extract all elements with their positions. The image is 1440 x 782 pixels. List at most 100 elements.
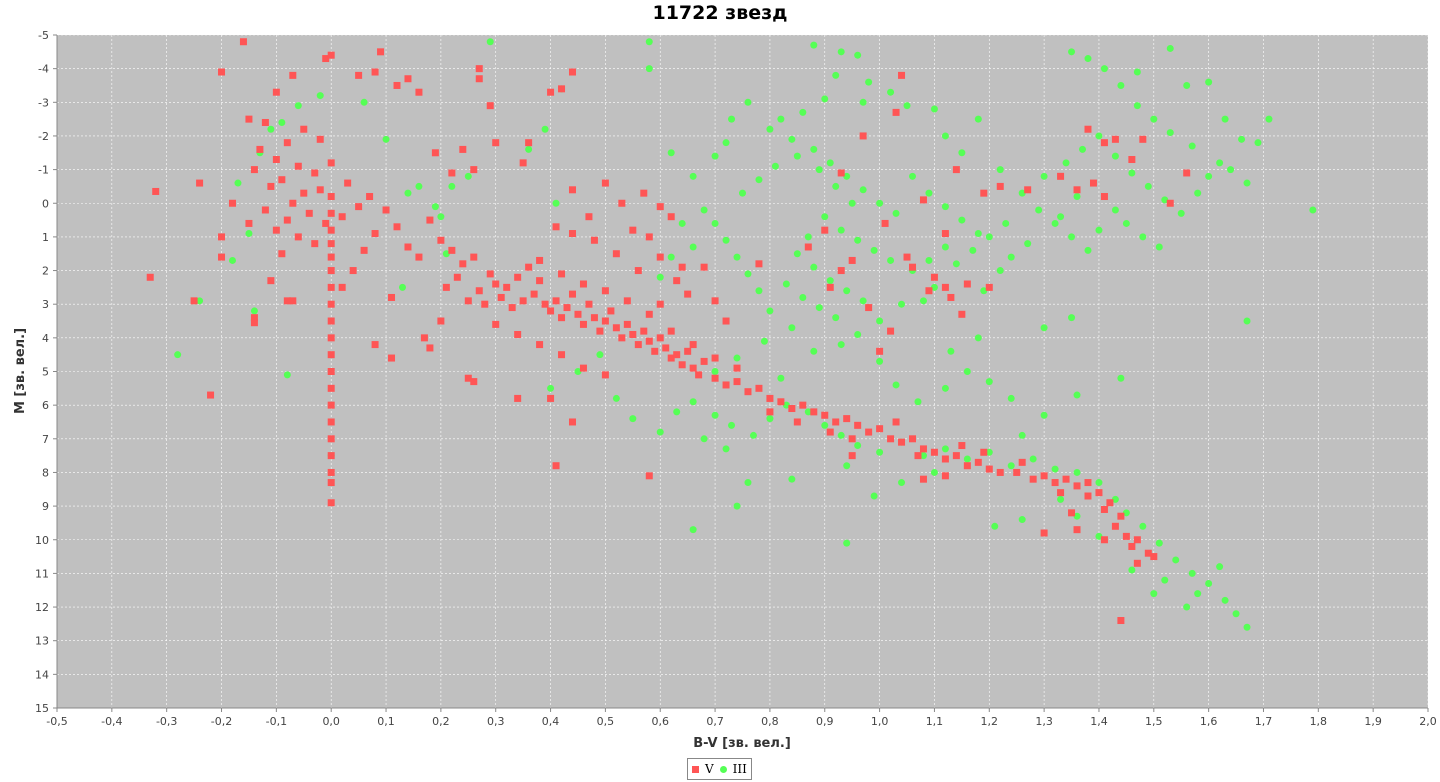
x-tick-label: 1,5 <box>1145 715 1163 728</box>
x-tick-label: 0,1 <box>377 715 395 728</box>
data-point-iii <box>843 462 851 470</box>
data-point-iii <box>749 431 757 439</box>
x-tick-label: 1,6 <box>1200 715 1218 728</box>
data-point-v <box>327 499 335 507</box>
data-point-v <box>985 465 993 473</box>
data-point-v <box>1144 549 1152 557</box>
x-tick-label: 1,3 <box>1035 715 1053 728</box>
x-tick-label: 2,0 <box>1419 715 1437 728</box>
x-tick-label: 1,7 <box>1255 715 1273 728</box>
data-point-iii <box>1024 240 1032 248</box>
data-point-iii <box>667 253 675 261</box>
data-point-iii <box>1073 512 1081 520</box>
data-point-v <box>272 88 280 96</box>
data-point-iii <box>996 267 1004 275</box>
data-point-v <box>1150 553 1158 561</box>
data-point-v <box>673 351 681 359</box>
data-point-v <box>925 287 933 295</box>
legend: V III <box>687 758 752 780</box>
data-point-v <box>848 452 856 460</box>
data-point-v <box>766 394 774 402</box>
data-point-iii <box>892 209 900 217</box>
data-point-v <box>377 48 385 56</box>
data-point-v <box>1117 512 1125 520</box>
y-tick-label: 0 <box>42 197 49 210</box>
data-point-v <box>618 334 626 342</box>
data-point-v <box>1084 125 1092 133</box>
data-point-v <box>568 290 576 298</box>
data-point-v <box>448 169 456 177</box>
data-point-v <box>536 277 544 285</box>
data-point-iii <box>1068 233 1076 241</box>
data-point-v <box>552 297 560 305</box>
data-point-v <box>585 213 593 221</box>
data-point-v <box>250 319 258 327</box>
y-tick-label: -1 <box>38 164 49 177</box>
data-point-v <box>909 435 917 443</box>
data-point-iii <box>1183 81 1191 89</box>
data-point-iii <box>1216 563 1224 571</box>
data-point-v <box>464 297 472 305</box>
data-point-v <box>558 351 566 359</box>
data-point-iii <box>892 381 900 389</box>
data-point-v <box>843 415 851 423</box>
data-point-iii <box>969 246 977 254</box>
data-point-v <box>1084 492 1092 500</box>
data-point-v <box>887 327 895 335</box>
data-point-v <box>963 280 971 288</box>
data-point-iii <box>1128 566 1136 574</box>
data-point-v <box>327 401 335 409</box>
data-point-iii <box>656 273 664 281</box>
y-tick-label: 4 <box>42 332 49 345</box>
data-point-v <box>865 304 873 312</box>
data-point-v <box>985 283 993 291</box>
data-point-iii <box>404 189 412 197</box>
data-point-v <box>980 189 988 197</box>
data-point-v <box>415 253 423 261</box>
data-point-v <box>777 398 785 406</box>
data-point-v <box>261 118 269 126</box>
data-point-v <box>388 354 396 362</box>
data-point-iii <box>985 233 993 241</box>
data-point-iii <box>1128 169 1136 177</box>
data-point-v <box>283 216 291 224</box>
data-point-iii <box>958 216 966 224</box>
data-point-v <box>152 187 160 195</box>
data-point-v <box>146 273 154 281</box>
data-point-v <box>475 65 483 73</box>
data-point-iii <box>689 398 697 406</box>
data-point-v <box>579 280 587 288</box>
y-tick-label: 10 <box>35 534 49 547</box>
x-tick-label: 1,0 <box>871 715 889 728</box>
data-point-iii <box>810 145 818 153</box>
data-point-iii <box>854 442 862 450</box>
data-point-v <box>492 280 500 288</box>
data-point-v <box>541 300 549 308</box>
data-point-v <box>470 166 478 174</box>
data-point-iii <box>832 182 840 190</box>
data-point-v <box>415 88 423 96</box>
data-point-iii <box>810 263 818 271</box>
data-point-iii <box>898 300 906 308</box>
data-point-v <box>662 344 670 352</box>
data-point-iii <box>1144 182 1152 190</box>
data-point-iii <box>645 38 653 46</box>
data-point-v <box>695 371 703 379</box>
data-point-iii <box>859 98 867 106</box>
data-point-iii <box>777 374 785 382</box>
data-point-v <box>327 479 335 487</box>
data-point-iii <box>700 206 708 214</box>
data-point-iii <box>689 243 697 251</box>
data-point-v <box>623 297 631 305</box>
data-point-v <box>865 428 873 436</box>
data-point-iii <box>689 172 697 180</box>
data-point-v <box>711 297 719 305</box>
data-point-iii <box>294 102 302 110</box>
data-point-iii <box>547 384 555 392</box>
data-point-iii <box>826 159 834 167</box>
data-point-iii <box>228 256 236 264</box>
data-point-iii <box>930 283 938 291</box>
data-point-v <box>1095 489 1103 497</box>
data-point-v <box>267 182 275 190</box>
